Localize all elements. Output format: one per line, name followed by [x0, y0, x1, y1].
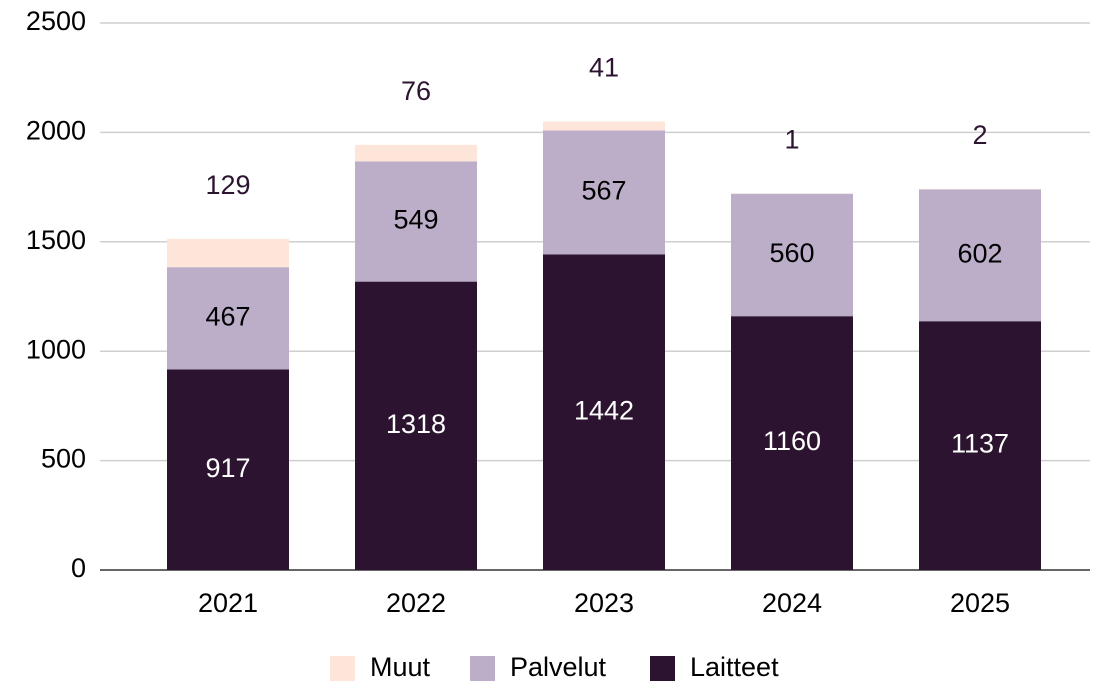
y-tick-label: 1000 [26, 334, 86, 364]
data-label: 2 [972, 120, 987, 150]
data-label: 560 [769, 238, 814, 268]
x-tick-label: 2024 [762, 588, 822, 618]
data-label: 129 [205, 170, 250, 200]
bar-segment [167, 239, 289, 267]
x-tick-label: 2023 [574, 588, 634, 618]
y-tick-label: 2000 [26, 116, 86, 146]
data-label: 602 [957, 238, 1002, 268]
legend-label: Laitteet [690, 652, 779, 682]
x-tick-label: 2025 [950, 588, 1010, 618]
y-tick-label: 0 [71, 553, 86, 583]
data-label: 76 [401, 76, 431, 106]
data-label: 549 [393, 205, 438, 235]
legend-swatch [330, 656, 355, 681]
y-tick-label: 2500 [26, 6, 86, 36]
data-label: 567 [581, 176, 626, 206]
y-tick-label: 1500 [26, 225, 86, 255]
data-label: 1160 [763, 426, 821, 456]
data-label: 467 [205, 301, 250, 331]
data-label: 41 [589, 53, 619, 83]
legend-label: Palvelut [510, 652, 607, 682]
legend-swatch [650, 656, 675, 681]
data-label: 1 [784, 125, 799, 155]
data-label: 1137 [951, 429, 1009, 459]
bar-segment [355, 145, 477, 162]
bar-segment [543, 121, 665, 130]
y-tick-label: 500 [41, 444, 86, 474]
data-label: 917 [205, 453, 250, 483]
x-tick-label: 2022 [386, 588, 446, 618]
data-label: 1442 [574, 395, 634, 425]
legend-swatch [470, 656, 495, 681]
x-tick-label: 2021 [198, 588, 258, 618]
data-label: 1318 [386, 409, 446, 439]
legend-label: Muut [370, 652, 431, 682]
